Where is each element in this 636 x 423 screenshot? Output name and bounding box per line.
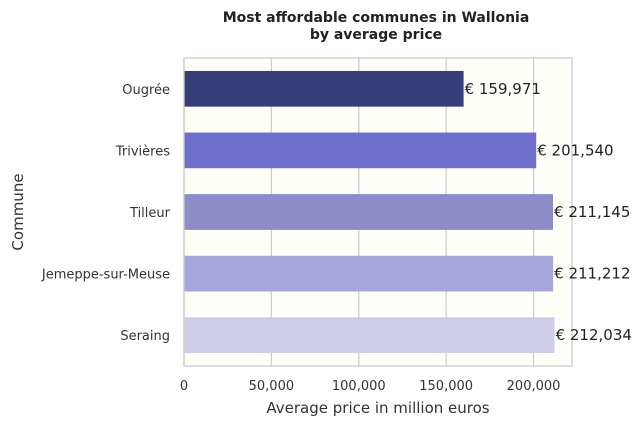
bar xyxy=(184,194,554,230)
x-tick-label: 0 xyxy=(180,379,188,394)
plot-border xyxy=(183,57,573,367)
y-tick-label: Ougrée xyxy=(122,83,170,98)
data-label: € 212,034 xyxy=(556,326,632,344)
y-axis-label: Commune xyxy=(9,173,27,250)
bar xyxy=(184,317,555,354)
chart-title: Most affordable communes in Wallonia by … xyxy=(223,10,530,43)
y-axis-ticks: Ougrée Trivières Tilleur Jemeppe-sur-Meuse S… xyxy=(41,83,171,344)
x-tick-label: 150,000 xyxy=(419,379,473,394)
y-tick-label: Tilleur xyxy=(129,206,171,221)
x-axis-ticks: 0 50,000 100,000 150,000 200,000 xyxy=(180,379,561,394)
bars xyxy=(184,70,555,354)
chart-title-line-1: Most affordable communes in Wallonia xyxy=(223,10,530,26)
data-label: € 201,540 xyxy=(537,141,613,159)
y-tick-label: Seraing xyxy=(120,329,170,344)
x-tick-label: 50,000 xyxy=(249,379,295,394)
data-label: € 159,971 xyxy=(465,80,541,98)
chart-title-line-2: by average price xyxy=(310,27,442,43)
y-tick-label: Jemeppe-sur-Meuse xyxy=(41,268,170,283)
x-axis-label: Average price in million euros xyxy=(266,399,489,417)
y-tick-label: Trivières xyxy=(115,144,170,159)
data-label: € 211,145 xyxy=(554,203,630,221)
bar xyxy=(184,132,537,169)
bar xyxy=(184,255,554,292)
data-label: € 211,212 xyxy=(554,265,630,283)
x-tick-label: 200,000 xyxy=(507,379,561,394)
x-tick-label: 100,000 xyxy=(332,379,386,394)
bar xyxy=(184,70,464,107)
data-labels: € 159,971 € 201,540 € 211,145 € 211,212 € 21… xyxy=(465,80,632,344)
